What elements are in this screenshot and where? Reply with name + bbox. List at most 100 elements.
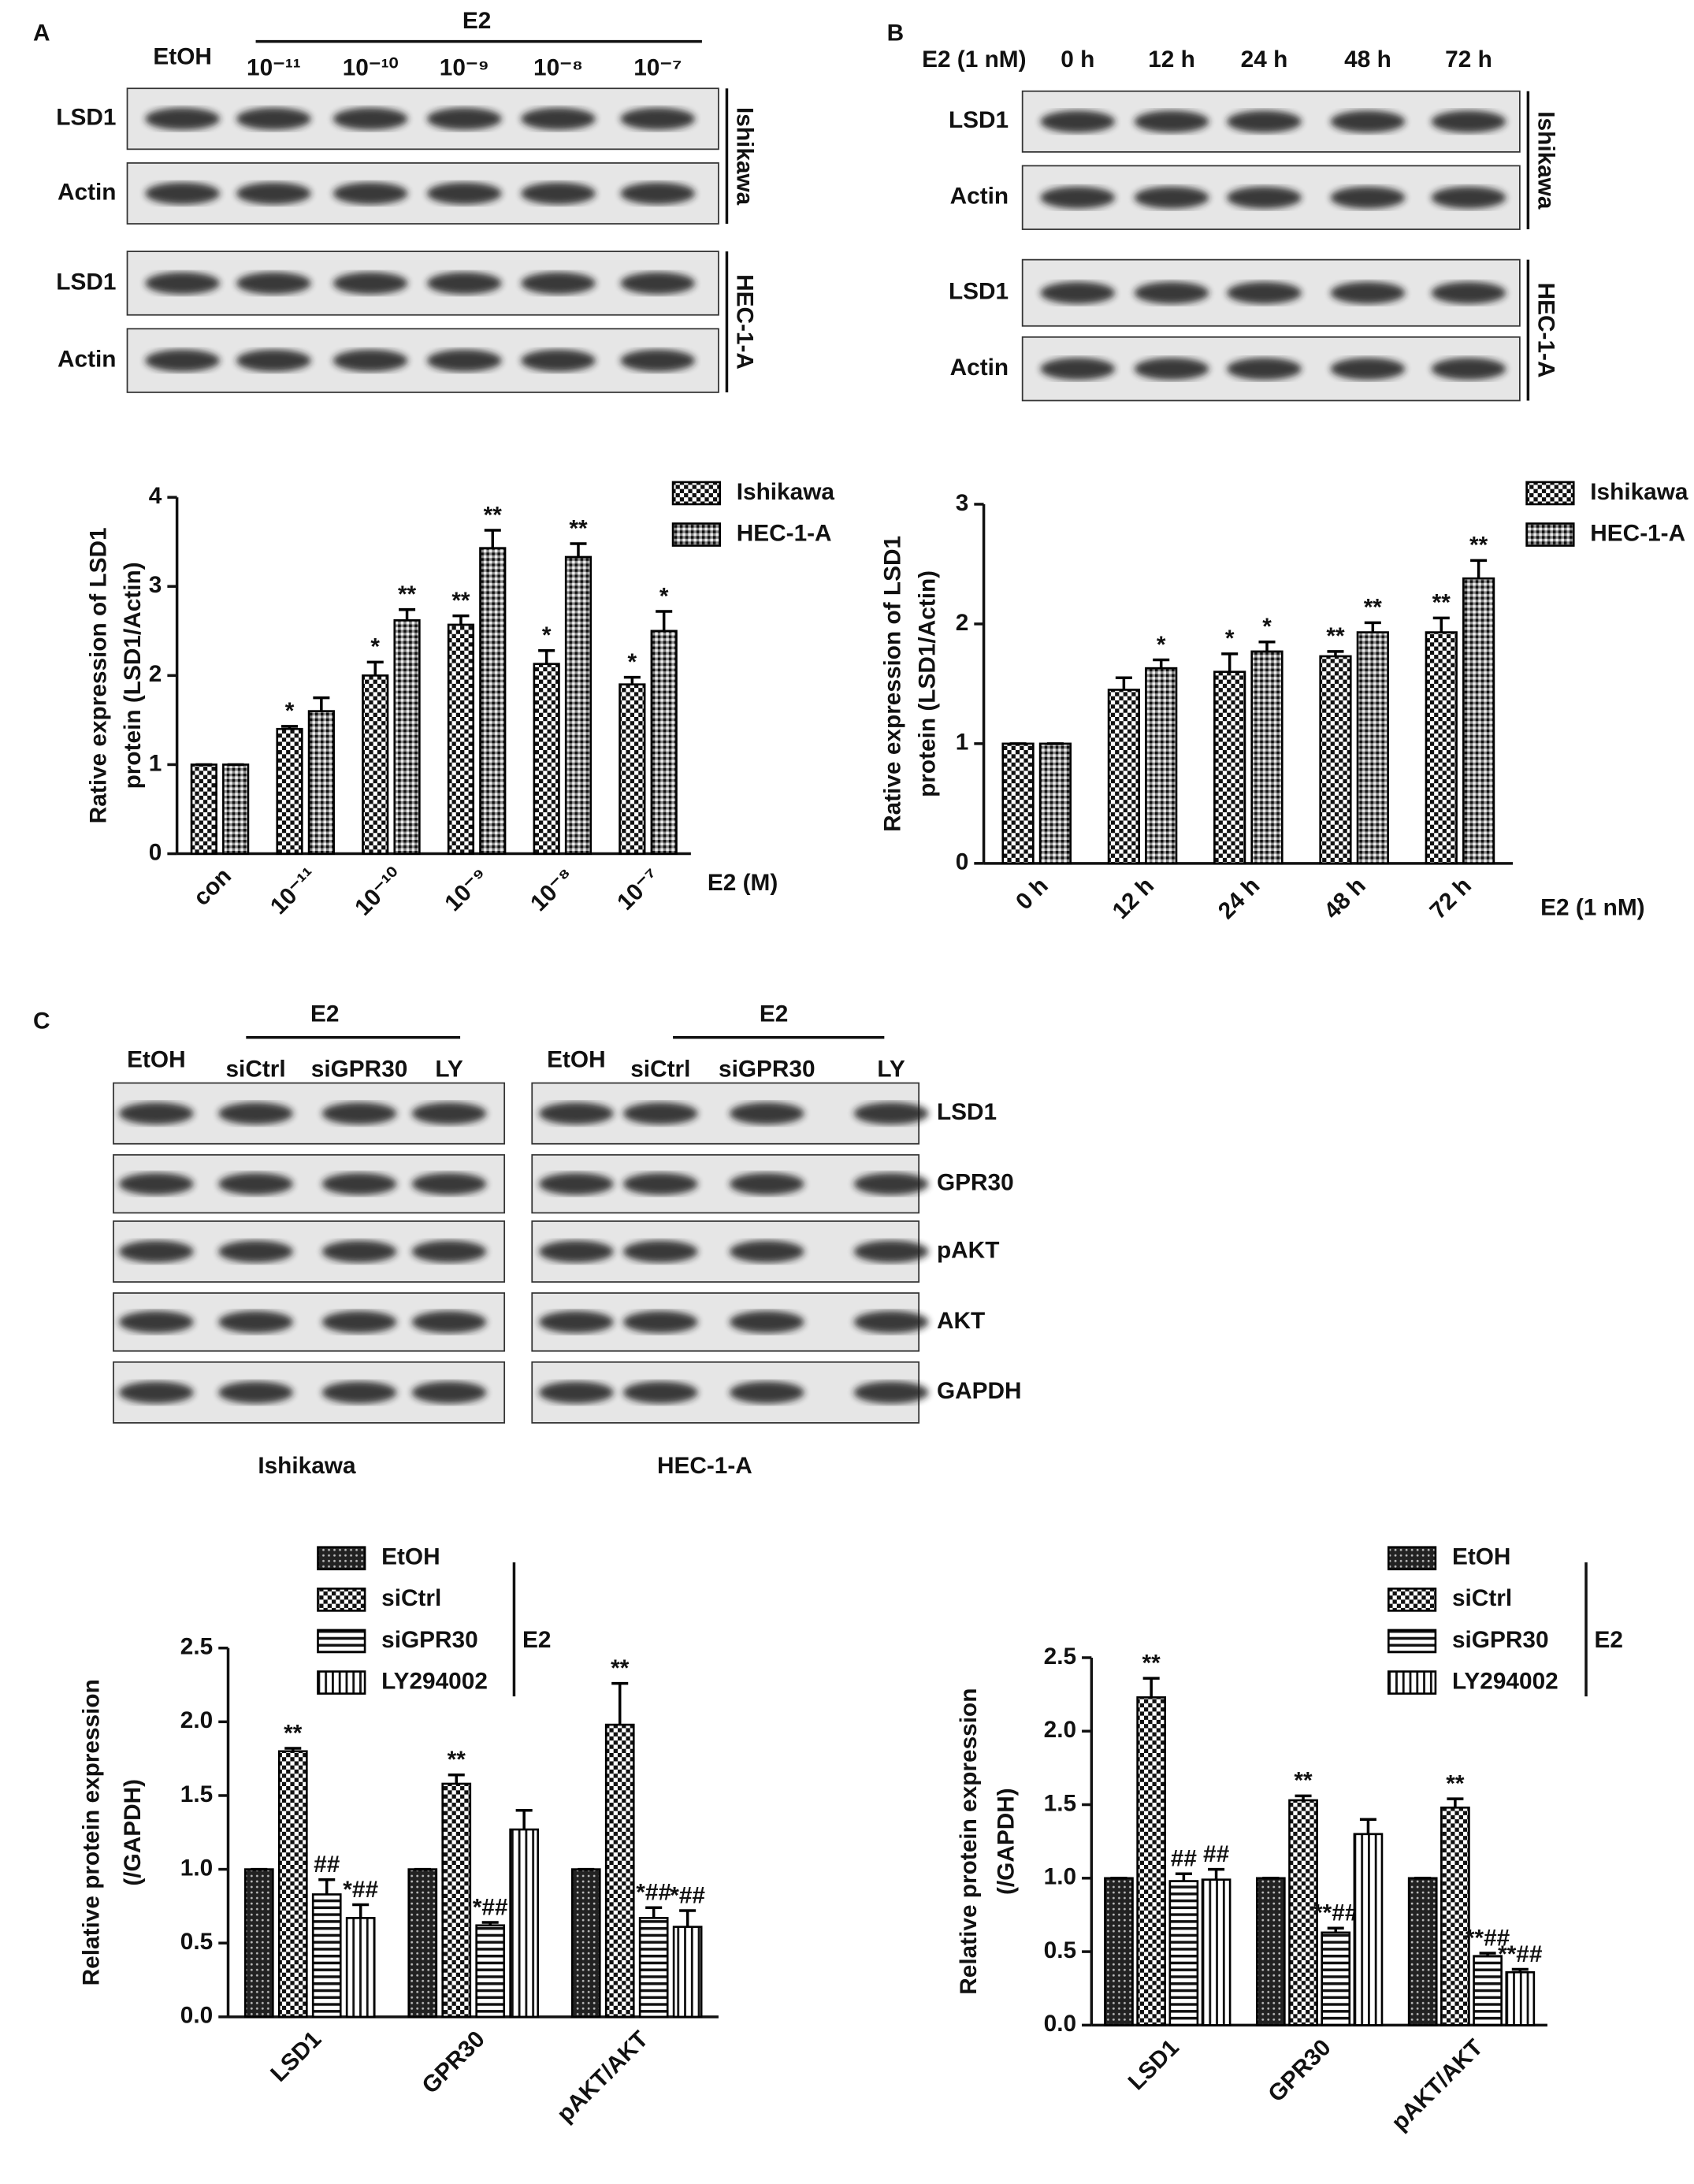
blot-band (1227, 186, 1302, 209)
lane-label: EtOH (153, 44, 212, 70)
y-tick-label: 0.0 (1044, 2011, 1076, 2037)
blot-band (321, 1381, 397, 1404)
lane-label: 10⁻⁷ (633, 55, 682, 81)
blot-band (1330, 358, 1406, 381)
blot-band (1431, 186, 1506, 209)
legend-swatch (317, 1546, 366, 1571)
blot-band (1330, 186, 1406, 209)
error-bar (1175, 1872, 1192, 1881)
row-label: pAKT (937, 1237, 999, 1263)
bar (1440, 1806, 1470, 2026)
row-label: LSD1 (937, 1099, 997, 1125)
y-tick-label: 0.5 (1044, 1937, 1076, 1963)
blot-band (853, 1310, 929, 1333)
cell-line-label: HEC-1-A (1533, 283, 1559, 378)
bar (1505, 1970, 1536, 2026)
error-bar (281, 725, 299, 730)
y-axis-label: Rative expression of LSD1 (879, 536, 905, 832)
bar (1104, 1877, 1134, 2026)
row-label: Actin (58, 346, 117, 372)
treatment-label: E2 (760, 1001, 788, 1027)
blot-band (321, 1310, 397, 1333)
blot-band (521, 107, 596, 130)
row-label: GPR30 (937, 1169, 1014, 1195)
y-tick-label: 0.5 (180, 1929, 213, 1955)
row-label: AKT (937, 1308, 985, 1334)
lane-label: 10⁻¹⁰ (343, 55, 399, 81)
blot-band (539, 1381, 614, 1404)
blot-band (426, 349, 502, 372)
lane-label: EtOH (127, 1046, 185, 1072)
error-bar (366, 660, 384, 676)
y-tick-label: 3 (149, 572, 162, 598)
row-label: Actin (950, 355, 1009, 381)
blot-band (426, 107, 502, 130)
blot-band (539, 1102, 614, 1125)
blot-band (622, 1102, 698, 1125)
y-axis-label: protein (LSD1/Actin) (120, 562, 146, 789)
bar (393, 618, 421, 855)
legend-swatch (1387, 1546, 1437, 1571)
blot-band (1431, 281, 1506, 304)
bar (672, 1926, 703, 2019)
x-tick-label: 10⁻⁷ (612, 863, 665, 916)
significance-label: *## (670, 1882, 705, 1908)
x-tick-label: 12 h (1108, 873, 1159, 924)
blot-band (729, 1381, 804, 1404)
panel-label: B (887, 20, 905, 46)
y-tick-label: 2.5 (1044, 1644, 1076, 1670)
x-tick-label: 48 h (1319, 873, 1370, 924)
significance-label: * (542, 622, 552, 648)
legend-swatch (671, 481, 722, 506)
blot-band (236, 349, 311, 372)
blot-band (411, 1310, 487, 1333)
blot-band (119, 1102, 194, 1125)
significance-label: ** (1432, 590, 1451, 616)
error-bar (1327, 1926, 1344, 1933)
blot-band (539, 1310, 614, 1333)
error-bar (1447, 1797, 1464, 1808)
y-tick-label: 0 (149, 839, 162, 865)
error-bar (645, 1906, 663, 1918)
blot-band (1431, 358, 1506, 381)
error-bar (611, 1681, 629, 1725)
blot-band (1134, 281, 1209, 304)
bar (1107, 689, 1140, 865)
blot-band (521, 182, 596, 205)
significance-label: **## (1498, 1941, 1543, 1967)
blot-band (1040, 186, 1116, 209)
significance-label: ** (1326, 623, 1345, 649)
lane-label: 10⁻¹¹ (247, 55, 301, 81)
blot-band (729, 1310, 804, 1333)
blot-band (853, 1172, 929, 1195)
blot-band (620, 272, 696, 295)
bar (475, 1924, 506, 2019)
x-tick-label: LSD1 (1124, 2034, 1184, 2095)
blot-strip (126, 162, 719, 225)
row-label: LSD1 (949, 107, 1009, 133)
y-tick-label: 1.0 (1044, 1864, 1076, 1890)
blot-band (1134, 110, 1209, 133)
error-bar (679, 1909, 697, 1927)
blot-band (236, 272, 311, 295)
blot-band (1040, 358, 1116, 381)
bar (1353, 1833, 1384, 2026)
legend-label: siCtrl (1452, 1585, 1512, 1611)
significance-label: ** (611, 1655, 630, 1681)
y-axis-label: (/GAPDH) (993, 1788, 1019, 1895)
error-bar (448, 1774, 465, 1784)
bar (1321, 1931, 1351, 2026)
x-tick-label: pAKT/AKT (1387, 2034, 1488, 2136)
blot-band (620, 349, 696, 372)
bar (311, 1893, 342, 2019)
significance-label: * (1262, 614, 1272, 640)
bar (222, 763, 250, 855)
significance-label: ** (569, 515, 588, 541)
cell-line-label: HEC-1-A (732, 274, 758, 370)
row-label: GAPDH (937, 1378, 1022, 1404)
legend-label: EtOH (381, 1544, 440, 1570)
blot-band (426, 272, 502, 295)
blot-band (853, 1381, 929, 1404)
blot-band (321, 1102, 397, 1125)
